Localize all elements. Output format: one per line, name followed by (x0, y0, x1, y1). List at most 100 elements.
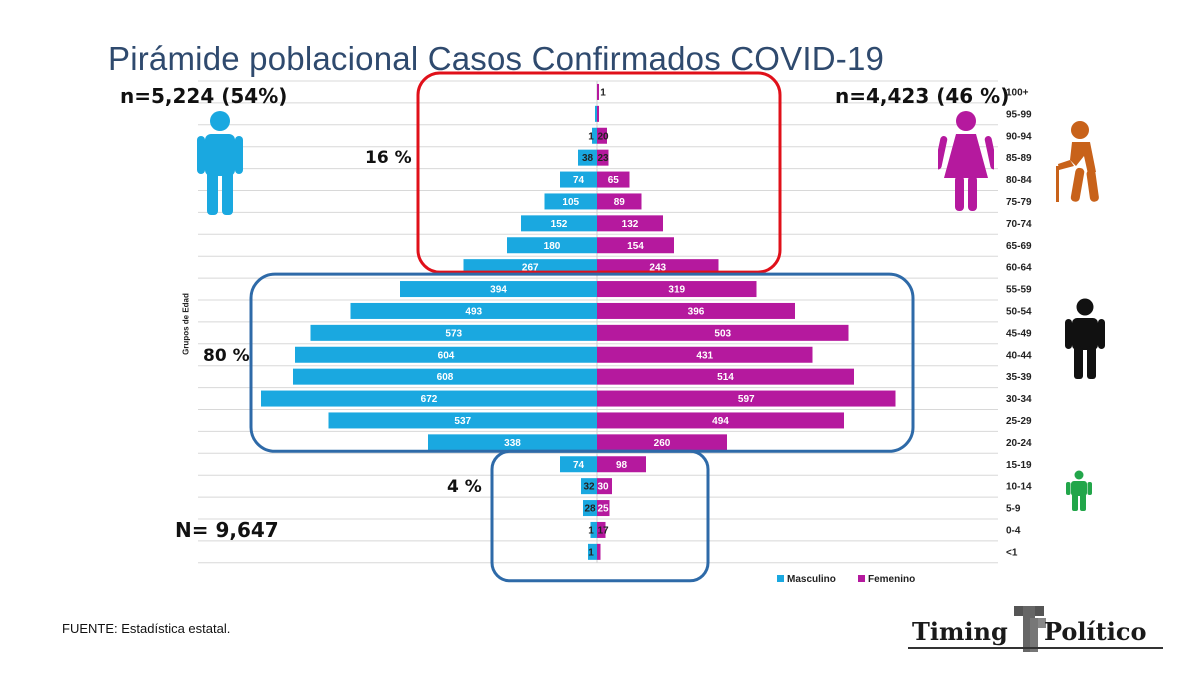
young-group-percent: 4 % (447, 477, 482, 497)
legend-label-femenino: Femenino (868, 574, 915, 585)
data-label-femenino: 98 (616, 460, 628, 471)
legend-swatch-femenino (858, 575, 865, 582)
elderly-person-icon (1056, 121, 1099, 202)
age-tick-label: 95-99 (1006, 109, 1032, 120)
data-label-masculino: 105 (562, 197, 579, 208)
bar-femenino-15-19 (597, 456, 646, 473)
age-tick-label: 75-79 (1006, 197, 1032, 208)
bar-masculino-55-59 (400, 281, 597, 298)
male-count-label: n=5,224 (54%) (120, 84, 288, 108)
age-tick-label: 0-4 (1006, 525, 1021, 536)
age-tick-label: 55-59 (1006, 285, 1032, 296)
legend-label-masculino: Masculino (787, 574, 836, 585)
bar-masculino-15-19 (560, 456, 597, 473)
bar-masculino-85-89 (578, 149, 597, 166)
data-label-masculino: 1 (588, 547, 594, 558)
age-tick-label: 85-89 (1006, 153, 1032, 164)
bar-masculino-75-79 (544, 193, 597, 210)
bar-femenino-85-89 (597, 149, 609, 166)
bar-femenino-5-9 (597, 500, 610, 517)
age-tick-label: 40-44 (1006, 350, 1032, 361)
bar-masculino-90-94 (592, 127, 597, 144)
bar-masculino-95-99 (595, 105, 597, 122)
bar-femenino-90-94 (597, 127, 607, 144)
age-tick-label: <1 (1006, 547, 1018, 558)
data-label-masculino: 493 (465, 306, 482, 317)
bar-femenino-45-49 (597, 324, 849, 341)
bar-femenino-<1 (597, 543, 601, 560)
bar-masculino-0-4 (590, 521, 597, 538)
bar-femenino-35-39 (597, 368, 854, 385)
data-label-masculino: 604 (438, 350, 455, 361)
bar-femenino-50-54 (597, 302, 795, 319)
data-label-femenino: 154 (627, 241, 644, 252)
bar-femenino-70-74 (597, 215, 663, 232)
age-tick-label: 80-84 (1006, 175, 1032, 186)
data-label-masculino: 338 (504, 438, 521, 449)
bar-masculino-25-29 (328, 412, 597, 429)
age-tick-label: 35-39 (1006, 372, 1032, 383)
grid-lines (198, 80, 998, 564)
data-label-femenino: 132 (622, 219, 639, 230)
data-label-masculino: 537 (454, 416, 471, 427)
bar-masculino-80-84 (560, 171, 597, 188)
data-label-femenino: 503 (714, 328, 731, 339)
age-tick-label: 100+ (1006, 87, 1029, 98)
adult-person-icon (1065, 298, 1105, 379)
data-label-masculino: 672 (421, 394, 438, 405)
data-label-masculino: 74 (573, 175, 585, 186)
bar-femenino-95-99 (597, 105, 599, 122)
age-tick-label: 30-34 (1006, 394, 1032, 405)
total-count-label: N= 9,647 (175, 518, 279, 542)
age-tick-label: 70-74 (1006, 219, 1032, 230)
age-tick-label: 65-69 (1006, 241, 1032, 252)
group-boxes (249, 71, 915, 583)
child-person-icon (1066, 470, 1092, 511)
source-note: FUENTE: Estadística estatal. (62, 621, 231, 636)
data-label-femenino: 514 (717, 372, 734, 383)
bar-femenino-55-59 (597, 281, 757, 298)
bar-masculino-30-34 (261, 390, 597, 407)
bar-masculino-20-24 (428, 434, 597, 451)
data-label-femenino: 597 (738, 394, 755, 405)
data-label-masculino: 32 (583, 482, 595, 493)
y-axis-title: Grupos de Edad (181, 293, 191, 355)
data-label-femenino: 396 (688, 306, 705, 317)
data-label-femenino: 25 (597, 504, 609, 515)
bar-femenino-10-14 (597, 478, 612, 495)
logo-text-left: Timing (912, 617, 1008, 646)
bar-femenino-0-4 (597, 521, 606, 538)
data-label-masculino: 1 (588, 131, 594, 142)
data-label-masculino: 74 (573, 460, 585, 471)
age-tick-label: 20-24 (1006, 438, 1032, 449)
data-label-femenino: 30 (597, 482, 609, 493)
age-tick-label: 15-19 (1006, 460, 1032, 471)
logo-underline (908, 647, 1163, 649)
data-label-masculino: 608 (437, 372, 454, 383)
data-label-femenino: 17 (597, 525, 609, 536)
bar-femenino-75-79 (597, 193, 642, 210)
data-label-femenino: 319 (668, 285, 685, 296)
data-label-masculino: 28 (584, 504, 596, 515)
legend-swatch-masculino (777, 575, 784, 582)
data-label-femenino: 20 (597, 131, 609, 142)
older-group-box (416, 71, 782, 274)
age-tick-label: 10-14 (1006, 482, 1032, 493)
legend: Masculino Femenino (777, 574, 915, 585)
age-tick-label: 90-94 (1006, 131, 1032, 142)
data-label-femenino: 23 (597, 153, 609, 164)
bar-femenino-25-29 (597, 412, 844, 429)
female-person-icon (938, 111, 994, 211)
chart-title: Pirámide poblacional Casos Confirmados C… (108, 40, 885, 77)
data-label-femenino: 260 (654, 438, 671, 449)
data-label-masculino: 267 (522, 263, 539, 274)
data-label-femenino: 89 (614, 197, 626, 208)
male-person-icon (197, 111, 243, 215)
age-tick-label: 5-9 (1006, 504, 1021, 515)
bar-masculino-50-54 (350, 302, 597, 319)
logo-mark-icon (1014, 606, 1046, 652)
data-label-femenino: 243 (649, 263, 666, 274)
bar-femenino-80-84 (597, 171, 630, 188)
